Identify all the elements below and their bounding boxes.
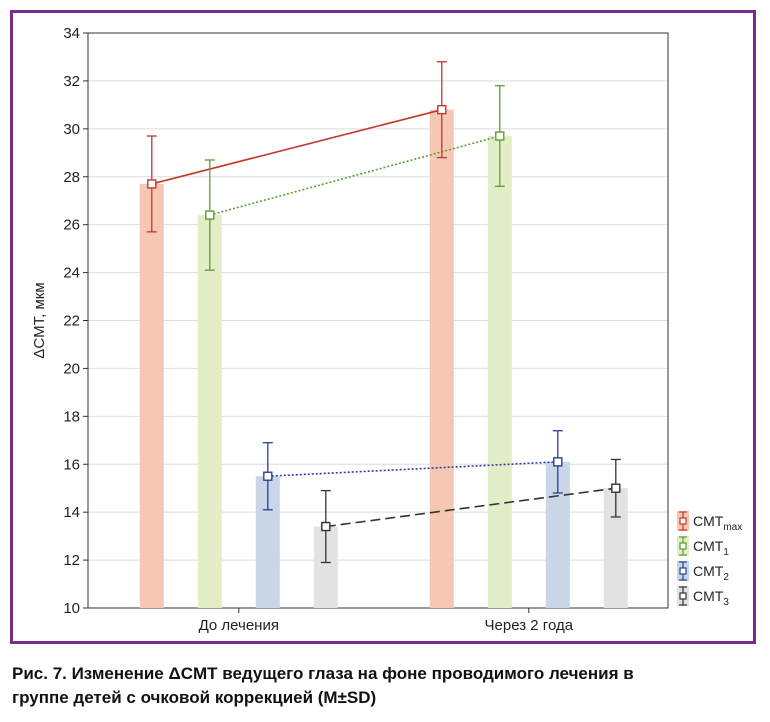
legend-label: CMT3 [693,588,729,608]
legend-marker [679,517,687,525]
data-point [495,131,505,141]
series-line [267,461,558,478]
y-tick-label: 14 [63,504,80,521]
x-tick-label: До лечения [199,617,279,634]
series-line [151,108,442,185]
data-point [205,210,215,220]
bar [255,476,280,608]
y-axis-label: ΔCMT, мкм [31,282,48,358]
legend-marker [679,567,687,575]
figure-frame [10,10,756,644]
y-tick-label: 32 [63,73,80,90]
bar [429,109,454,609]
y-tick-label: 10 [63,600,80,617]
series-line [325,487,616,528]
data-point [147,179,157,189]
y-tick-label: 26 [63,217,80,234]
data-point [321,521,331,532]
bar [197,215,222,609]
bar [487,136,512,609]
y-tick-label: 24 [63,265,80,282]
legend-marker [679,542,687,550]
data-point [611,483,621,493]
plot-area [87,32,669,609]
y-tick-label: 18 [63,408,80,425]
y-tick-label: 34 [63,25,80,42]
y-tick-label: 30 [63,121,80,138]
y-tick-label: 16 [63,456,80,473]
legend-label: CMTmax [693,513,742,533]
y-tick-label: 28 [63,169,80,186]
caption-line-1: Рис. 7. Изменение ΔCMT ведущего глаза на… [12,664,634,683]
chart: 10 12 14 16 18 20 22 24 26 28 30 32 34 ΔCMT, мкм До ле… [31,25,742,634]
x-tick-label: Через 2 года [485,617,574,634]
series-line [209,135,501,216]
data-point [263,471,273,481]
data-point [437,104,447,115]
caption-line-2: группе детей с очковой коррекцией (M±SD) [12,688,377,707]
figure-caption: Рис. 7. Изменение ΔCMT ведущего глаза на… [12,662,760,710]
data-point [553,457,563,467]
y-tick-label: 12 [63,552,80,569]
y-tick-label: 20 [63,360,80,377]
y-tick-label: 22 [63,313,80,330]
legend-label: CMT1 [693,538,729,558]
legend-label: CMT2 [693,563,729,583]
legend-marker [679,592,687,600]
bar [139,183,164,608]
